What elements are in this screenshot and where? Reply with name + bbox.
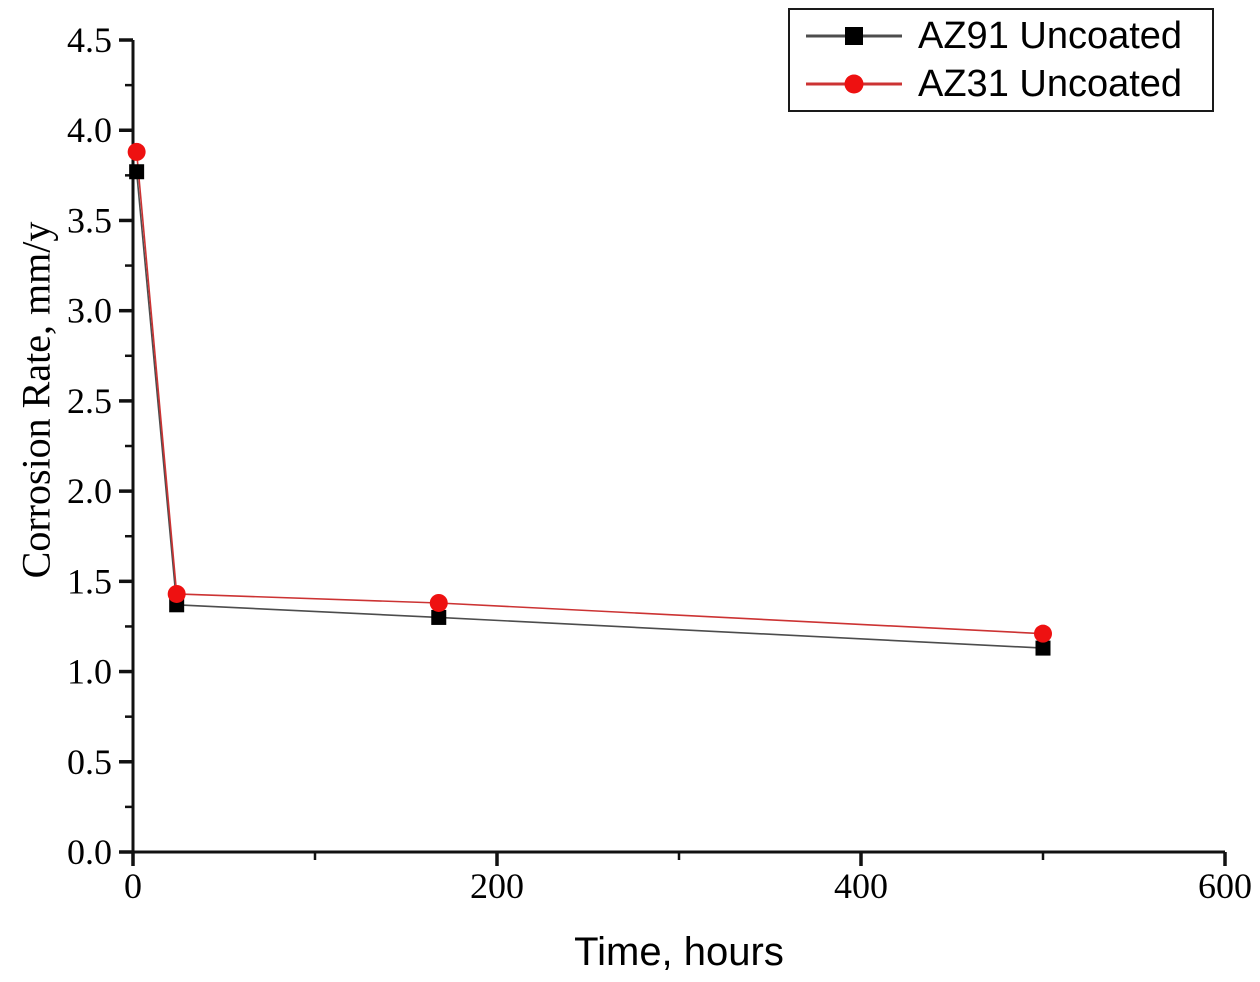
- y-axis-tick-label: 1.5: [67, 561, 112, 601]
- marker-az91: [1035, 640, 1051, 656]
- y-axis-tick-label: 4.0: [67, 110, 112, 150]
- y-axis-tick-label: 4.5: [67, 20, 112, 60]
- marker-az31: [127, 142, 146, 161]
- y-axis-tick-label: 3.0: [67, 291, 112, 331]
- y-axis-tick-label: 2.5: [67, 381, 112, 421]
- series-line-az91: [135, 171, 1044, 649]
- series-line-az31: [135, 151, 1044, 635]
- legend-entry-az91: AZ91 Uncoated: [804, 17, 1206, 55]
- x-axis-title: Time, hours: [574, 930, 784, 974]
- x-axis-tick-label: 400: [834, 866, 888, 906]
- marker-az31: [167, 584, 186, 603]
- marker-az31: [1034, 624, 1052, 643]
- y-axis-tick-label: 0.5: [67, 742, 112, 782]
- legend: AZ91 Uncoated AZ31 Uncoated: [788, 8, 1214, 112]
- y-axis-tick-label: 3.5: [67, 200, 112, 240]
- legend-swatch-az31: [806, 74, 902, 94]
- x-axis-tick-label: 600: [1198, 866, 1252, 906]
- marker-az31: [429, 593, 448, 612]
- y-axis-tick-label: 0.0: [67, 832, 112, 872]
- y-axis-tick-label: 2.0: [67, 471, 112, 511]
- x-axis-tick-label: 200: [470, 866, 524, 906]
- legend-swatch-az91: [806, 27, 902, 45]
- legend-entry-az31: AZ31 Uncoated: [804, 65, 1206, 103]
- y-axis-tick-label: 1.0: [67, 652, 112, 692]
- marker-az91: [431, 609, 447, 625]
- legend-label-az91: AZ91 Uncoated: [918, 15, 1183, 57]
- y-axis-title: Corrosion Rate, mm/y: [13, 221, 59, 579]
- legend-circle-marker-az31: [844, 74, 864, 94]
- marker-az91: [129, 164, 145, 180]
- legend-label-az31: AZ31 Uncoated: [918, 63, 1183, 105]
- x-axis-tick-label: 0: [124, 866, 142, 906]
- legend-square-marker-az91: [845, 27, 863, 45]
